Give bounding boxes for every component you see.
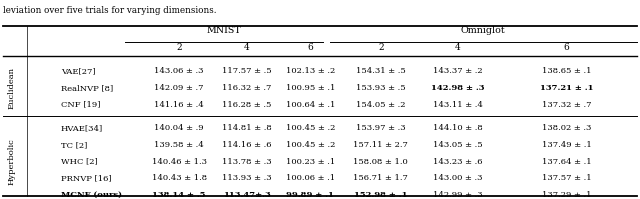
Text: 137.64 ± .1: 137.64 ± .1 bbox=[541, 157, 591, 166]
Text: 100.45 ± .2: 100.45 ± .2 bbox=[285, 124, 335, 132]
Text: PRNVP [16]: PRNVP [16] bbox=[61, 174, 111, 182]
Text: 100.95 ± .1: 100.95 ± .1 bbox=[285, 84, 335, 92]
Text: 113.78 ± .3: 113.78 ± .3 bbox=[221, 157, 271, 166]
Text: 140.43 ± 1.8: 140.43 ± 1.8 bbox=[152, 174, 207, 182]
Text: 137.21 ± .1: 137.21 ± .1 bbox=[540, 84, 593, 92]
Text: MNIST: MNIST bbox=[207, 26, 241, 35]
Text: 138.14 ± .5: 138.14 ± .5 bbox=[152, 191, 206, 199]
Text: 143.11 ± .4: 143.11 ± .4 bbox=[433, 101, 483, 109]
Text: 114.81 ± .8: 114.81 ± .8 bbox=[221, 124, 271, 132]
Text: 139.58 ± .4: 139.58 ± .4 bbox=[154, 141, 204, 149]
Text: TC [2]: TC [2] bbox=[61, 141, 87, 149]
Text: 117.57 ± .5: 117.57 ± .5 bbox=[221, 67, 271, 75]
Text: 137.49 ± .1: 137.49 ± .1 bbox=[541, 141, 591, 149]
Text: 116.32 ± .7: 116.32 ± .7 bbox=[221, 84, 271, 92]
Text: RealNVP [8]: RealNVP [8] bbox=[61, 84, 113, 92]
Text: 100.23 ± .1: 100.23 ± .1 bbox=[286, 157, 335, 166]
Text: 4: 4 bbox=[244, 43, 249, 53]
Text: 100.45 ± .2: 100.45 ± .2 bbox=[285, 141, 335, 149]
Text: 142.98 ± .3: 142.98 ± .3 bbox=[431, 84, 484, 92]
Text: 113.93 ± .3: 113.93 ± .3 bbox=[221, 174, 271, 182]
Text: 138.02 ± .3: 138.02 ± .3 bbox=[541, 124, 591, 132]
Text: 143.06 ± .3: 143.06 ± .3 bbox=[154, 67, 204, 75]
Text: HVAE[34]: HVAE[34] bbox=[61, 124, 103, 132]
Text: 154.05 ± .2: 154.05 ± .2 bbox=[356, 101, 406, 109]
Text: WHC [2]: WHC [2] bbox=[61, 157, 97, 166]
Text: 142.99 ± .3: 142.99 ± .3 bbox=[433, 191, 483, 199]
Text: 138.65 ± .1: 138.65 ± .1 bbox=[541, 67, 591, 75]
Text: 6: 6 bbox=[564, 43, 569, 53]
Text: Hyperbolic: Hyperbolic bbox=[8, 138, 15, 185]
Text: 6: 6 bbox=[308, 43, 313, 53]
Text: 143.05 ± .5: 143.05 ± .5 bbox=[433, 141, 483, 149]
Text: 137.32 ± .7: 137.32 ± .7 bbox=[541, 101, 591, 109]
Text: 156.71 ± 1.7: 156.71 ± 1.7 bbox=[353, 174, 408, 182]
Text: 140.04 ± .9: 140.04 ± .9 bbox=[154, 124, 204, 132]
Text: CNF [19]: CNF [19] bbox=[61, 101, 100, 109]
Text: 99.89 ± .1: 99.89 ± .1 bbox=[287, 191, 334, 199]
Text: 143.23 ± .6: 143.23 ± .6 bbox=[433, 157, 483, 166]
Text: 158.08 ± 1.0: 158.08 ± 1.0 bbox=[353, 157, 408, 166]
Text: 114.16 ± .6: 114.16 ± .6 bbox=[221, 141, 271, 149]
Text: 144.10 ± .8: 144.10 ± .8 bbox=[433, 124, 483, 132]
Text: 113.47±.3: 113.47±.3 bbox=[223, 191, 270, 199]
Text: 141.16 ± .4: 141.16 ± .4 bbox=[154, 101, 204, 109]
Text: 140.46 ± 1.3: 140.46 ± 1.3 bbox=[152, 157, 207, 166]
Text: 142.09 ± .7: 142.09 ± .7 bbox=[154, 84, 204, 92]
Text: VAE[27]: VAE[27] bbox=[61, 67, 95, 75]
Text: 116.28 ± .5: 116.28 ± .5 bbox=[221, 101, 271, 109]
Text: 102.13 ± .2: 102.13 ± .2 bbox=[286, 67, 335, 75]
Text: 4: 4 bbox=[455, 43, 460, 53]
Text: 2: 2 bbox=[177, 43, 182, 53]
Text: MCNF (ours): MCNF (ours) bbox=[61, 191, 122, 199]
Text: Euclidean: Euclidean bbox=[8, 67, 15, 109]
Text: leviation over five trials for varying dimensions.: leviation over five trials for varying d… bbox=[3, 6, 217, 15]
Text: 153.93 ± .5: 153.93 ± .5 bbox=[356, 84, 406, 92]
Text: 153.97 ± .3: 153.97 ± .3 bbox=[356, 124, 406, 132]
Text: 154.31 ± .5: 154.31 ± .5 bbox=[356, 67, 406, 75]
Text: 157.11 ± 2.7: 157.11 ± 2.7 bbox=[353, 141, 408, 149]
Text: 137.57 ± .1: 137.57 ± .1 bbox=[541, 174, 591, 182]
Text: 100.64 ± .1: 100.64 ± .1 bbox=[285, 101, 335, 109]
Text: 137.29 ± .1: 137.29 ± .1 bbox=[541, 191, 591, 199]
Text: 143.37 ± .2: 143.37 ± .2 bbox=[433, 67, 483, 75]
Text: 143.00 ± .3: 143.00 ± .3 bbox=[433, 174, 483, 182]
Text: 100.06 ± .1: 100.06 ± .1 bbox=[286, 174, 335, 182]
Text: Omniglot: Omniglot bbox=[461, 26, 506, 35]
Text: 2: 2 bbox=[378, 43, 383, 53]
Text: 152.98 ± .1: 152.98 ± .1 bbox=[354, 191, 408, 199]
